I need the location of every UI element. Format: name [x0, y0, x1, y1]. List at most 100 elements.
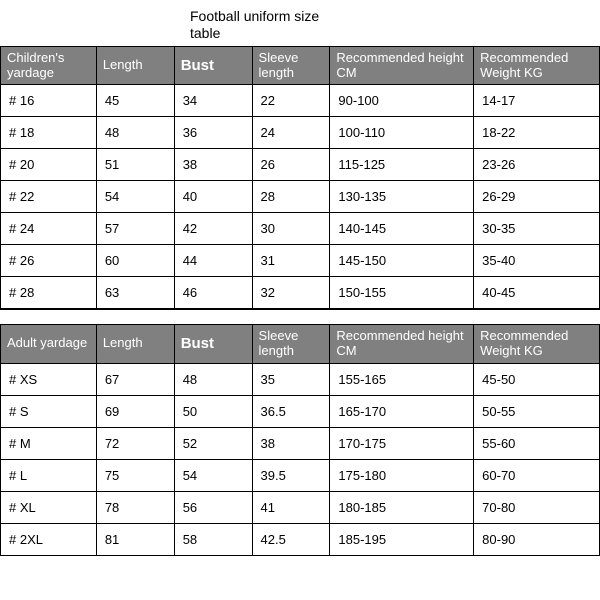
- table-cell: # 2XL: [1, 523, 97, 555]
- table-row: # XS674835155-16545-50: [1, 363, 600, 395]
- table-cell: 23-26: [474, 149, 600, 181]
- col-header-length: Length: [96, 46, 174, 85]
- table-cell: 48: [174, 363, 252, 395]
- table-cell: 48: [96, 117, 174, 149]
- col-header-yardage: Adult yardage: [1, 324, 97, 363]
- table-cell: 45-50: [474, 363, 600, 395]
- table-cell: 69: [96, 395, 174, 427]
- table-cell: 38: [174, 149, 252, 181]
- table-row: # 28634632150-15540-45: [1, 277, 600, 309]
- table-cell: 67: [96, 363, 174, 395]
- table-cell: 40-45: [474, 277, 600, 309]
- table-cell: 80-90: [474, 523, 600, 555]
- table-row: # 2XL815842.5185-19580-90: [1, 523, 600, 555]
- table-cell: 51: [96, 149, 174, 181]
- table-cell: 40: [174, 181, 252, 213]
- table-cell: 32: [252, 277, 330, 309]
- table-cell: 34: [174, 85, 252, 117]
- table-row: # 24574230140-14530-35: [1, 213, 600, 245]
- table-cell: 44: [174, 245, 252, 277]
- col-header-weight: Recommended Weight KG: [474, 46, 600, 85]
- table-cell: # S: [1, 395, 97, 427]
- col-header-sleeve: Sleeve length: [252, 324, 330, 363]
- table-cell: 36: [174, 117, 252, 149]
- table-row: # 26604431145-15035-40: [1, 245, 600, 277]
- table-cell: 30-35: [474, 213, 600, 245]
- table-cell: 180-185: [330, 491, 474, 523]
- table-cell: 26-29: [474, 181, 600, 213]
- table-cell: 57: [96, 213, 174, 245]
- table-cell: 22: [252, 85, 330, 117]
- table-cell: # 18: [1, 117, 97, 149]
- table-cell: # 22: [1, 181, 97, 213]
- children-size-table: Children's yardage Length Bust Sleeve le…: [0, 46, 600, 310]
- table-cell: 42: [174, 213, 252, 245]
- table-cell: 50-55: [474, 395, 600, 427]
- adult-tbody: # XS674835155-16545-50# S695036.5165-170…: [1, 363, 600, 555]
- table-cell: # XL: [1, 491, 97, 523]
- table-cell: 24: [252, 117, 330, 149]
- col-header-yardage: Children's yardage: [1, 46, 97, 85]
- table-cell: 75: [96, 459, 174, 491]
- table-cell: 35: [252, 363, 330, 395]
- gap-table: [0, 309, 600, 324]
- table-row: # M725238170-17555-60: [1, 427, 600, 459]
- table-cell: 130-135: [330, 181, 474, 213]
- table-cell: 28: [252, 181, 330, 213]
- table-cell: 36.5: [252, 395, 330, 427]
- table-cell: 38: [252, 427, 330, 459]
- col-header-weight: Recommended Weight KG: [474, 324, 600, 363]
- table-cell: 90-100: [330, 85, 474, 117]
- table-cell: 63: [96, 277, 174, 309]
- adult-size-table: Adult yardage Length Bust Sleeve length …: [0, 324, 600, 556]
- table-cell: 70-80: [474, 491, 600, 523]
- table-cell: 35-40: [474, 245, 600, 277]
- table-row: # 22544028130-13526-29: [1, 181, 600, 213]
- table-cell: 42.5: [252, 523, 330, 555]
- table-row: # 18483624100-11018-22: [1, 117, 600, 149]
- col-header-length: Length: [96, 324, 174, 363]
- table-cell: 81: [96, 523, 174, 555]
- table-cell: 145-150: [330, 245, 474, 277]
- table-cell: # 16: [1, 85, 97, 117]
- gap-row: [0, 310, 600, 324]
- table-cell: 72: [96, 427, 174, 459]
- col-header-height: Recommended height CM: [330, 46, 474, 85]
- table-cell: 26: [252, 149, 330, 181]
- table-cell: 78: [96, 491, 174, 523]
- children-tbody: # 1645342290-10014-17# 18483624100-11018…: [1, 85, 600, 309]
- table-cell: 54: [174, 459, 252, 491]
- col-header-sleeve: Sleeve length: [252, 46, 330, 85]
- table-cell: 140-145: [330, 213, 474, 245]
- table-header-row: Adult yardage Length Bust Sleeve length …: [1, 324, 600, 363]
- table-cell: 60: [96, 245, 174, 277]
- table-cell: 18-22: [474, 117, 600, 149]
- table-cell: 56: [174, 491, 252, 523]
- table-row: # S695036.5165-17050-55: [1, 395, 600, 427]
- table-cell: 39.5: [252, 459, 330, 491]
- table-cell: 170-175: [330, 427, 474, 459]
- table-cell: # XS: [1, 363, 97, 395]
- table-row: # 1645342290-10014-17: [1, 85, 600, 117]
- col-header-height: Recommended height CM: [330, 324, 474, 363]
- table-row: # L755439.5175-18060-70: [1, 459, 600, 491]
- table-cell: # 20: [1, 149, 97, 181]
- table-cell: 150-155: [330, 277, 474, 309]
- table-cell: 31: [252, 245, 330, 277]
- table-cell: 185-195: [330, 523, 474, 555]
- table-cell: 55-60: [474, 427, 600, 459]
- table-cell: 60-70: [474, 459, 600, 491]
- table-cell: # M: [1, 427, 97, 459]
- table-row: # XL785641180-18570-80: [1, 491, 600, 523]
- table-cell: 115-125: [330, 149, 474, 181]
- table-cell: 45: [96, 85, 174, 117]
- table-cell: 30: [252, 213, 330, 245]
- table-cell: 58: [174, 523, 252, 555]
- table-header-row: Children's yardage Length Bust Sleeve le…: [1, 46, 600, 85]
- table-cell: # 26: [1, 245, 97, 277]
- table-cell: # L: [1, 459, 97, 491]
- table-cell: 14-17: [474, 85, 600, 117]
- table-cell: 50: [174, 395, 252, 427]
- table-cell: 100-110: [330, 117, 474, 149]
- table-cell: 52: [174, 427, 252, 459]
